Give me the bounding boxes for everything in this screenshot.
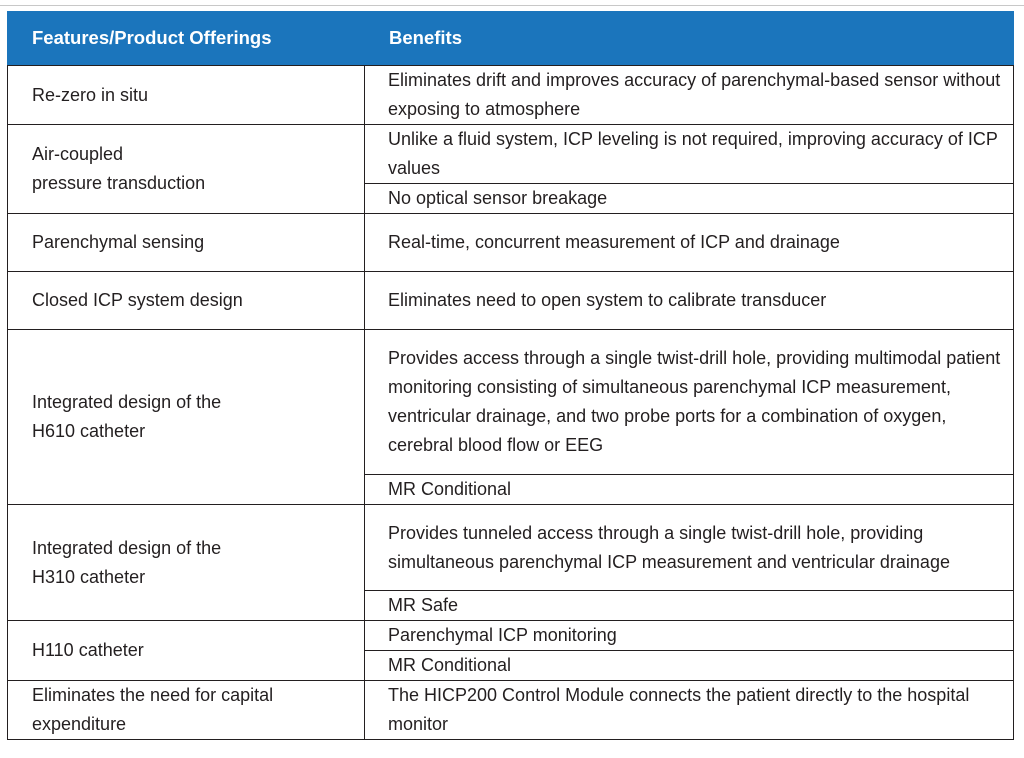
benefit-text: MR Safe	[388, 595, 459, 615]
top-rule	[0, 5, 1024, 6]
header-features: Features/Product Offerings	[7, 11, 365, 66]
table-row: No optical sensor breakage	[8, 183, 1014, 214]
feature-cell: Parenchymal sensing	[7, 213, 365, 272]
feature-cell: Closed ICP system design	[7, 271, 365, 330]
feature-text-line: Integrated design of the	[32, 392, 222, 412]
benefit-text: Eliminates drift and improves accuracy o…	[388, 70, 1001, 119]
table-row: Integrated design of the H310 catheter P…	[7, 504, 1014, 621]
benefit-cell: No optical sensor breakage	[364, 183, 1014, 214]
benefit-text: No optical sensor breakage	[388, 188, 608, 208]
table-row: Air-coupled pressure transduction Unlike…	[7, 124, 1014, 214]
benefit-text: MR Conditional	[388, 655, 512, 675]
table-row: Integrated design of the H610 catheter P…	[7, 329, 1014, 505]
feature-text: Re-zero in situ	[32, 84, 149, 105]
feature-cell: Eliminates the need for capital expendit…	[7, 680, 365, 740]
table-row: Parenchymal sensing Real-time, concurren…	[7, 213, 1014, 272]
feature-cell: Re-zero in situ	[7, 65, 365, 125]
table-row: MR Conditional	[8, 474, 1014, 505]
benefit-text: MR Conditional	[388, 479, 512, 499]
feature-cell: Integrated design of the H610 catheter	[7, 329, 365, 505]
feature-cell: H110 catheter	[7, 620, 365, 681]
benefit-cell: MR Conditional	[364, 474, 1014, 505]
feature-cell: Integrated design of the H310 catheter	[7, 504, 365, 621]
benefit-cell: Parenchymal ICP monitoring	[364, 620, 1014, 651]
benefit-cell: Real-time, concurrent measurement of ICP…	[364, 213, 1014, 272]
feature-text-line: H310 catheter	[32, 566, 146, 587]
benefit-cell: Eliminates drift and improves accuracy o…	[364, 65, 1014, 125]
feature-text: Parenchymal sensing	[32, 232, 205, 252]
features-benefits-table: Features/Product Offerings Benefits Re-z…	[7, 11, 1014, 740]
feature-text-line: Integrated design of the	[32, 537, 222, 558]
feature-text-line: expenditure	[32, 714, 127, 734]
benefit-cell: MR Safe	[364, 590, 1014, 621]
benefit-cell: Unlike a fluid system, ICP leveling is n…	[364, 124, 1014, 184]
benefit-cell: Provides access through a single twist-d…	[364, 329, 1014, 475]
feature-text-line: Air-coupled	[32, 144, 124, 164]
feature-text: H110 catheter	[32, 640, 144, 660]
feature-cell: Air-coupled pressure transduction	[7, 124, 365, 214]
benefit-text: Unlike a fluid system, ICP leveling is n…	[388, 129, 998, 178]
benefit-cell: Eliminates need to open system to calibr…	[364, 271, 1014, 330]
benefit-cell: MR Conditional	[364, 650, 1014, 681]
benefit-text: Provides tunneled access through a singl…	[388, 522, 950, 572]
benefit-cell: The HICP200 Control Module connects the …	[364, 680, 1014, 740]
table-header-row: Features/Product Offerings Benefits	[7, 11, 1014, 66]
feature-text-line: pressure transduction	[32, 173, 206, 193]
table-row: H110 catheter Parenchymal ICP monitoring	[7, 620, 1014, 681]
table-row: Re-zero in situ Eliminates drift and imp…	[7, 65, 1014, 125]
benefit-text: Parenchymal ICP monitoring	[388, 625, 617, 645]
table-row: MR Conditional	[8, 650, 1014, 681]
benefit-text: Provides access through a single twist-d…	[388, 348, 1001, 455]
feature-text-line: H610 catheter	[32, 421, 146, 441]
table-row: Eliminates the need for capital expendit…	[7, 680, 1014, 740]
benefit-cell: Provides tunneled access through a singl…	[364, 504, 1014, 591]
feature-text: Closed ICP system design	[32, 290, 243, 310]
benefit-text: Eliminates need to open system to calibr…	[388, 290, 827, 310]
feature-text-line: Eliminates the need for capital	[32, 685, 274, 705]
benefit-text: Real-time, concurrent measurement of ICP…	[388, 232, 840, 252]
table-row: Closed ICP system design Eliminates need…	[7, 271, 1014, 330]
header-benefits: Benefits	[364, 11, 1014, 66]
benefit-text: The HICP200 Control Module connects the …	[388, 685, 970, 734]
